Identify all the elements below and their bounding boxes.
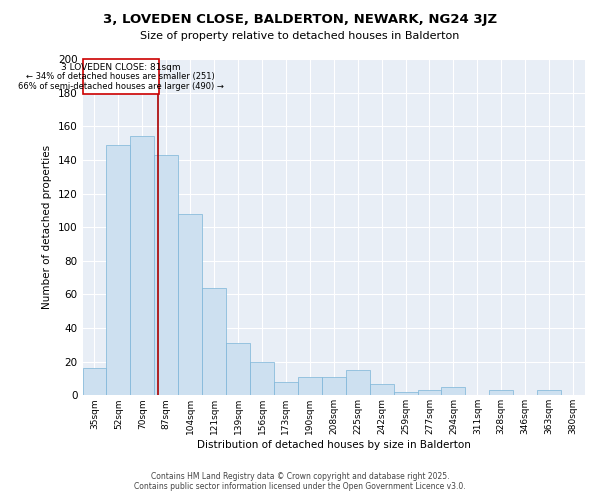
X-axis label: Distribution of detached houses by size in Balderton: Distribution of detached houses by size … bbox=[197, 440, 470, 450]
Y-axis label: Number of detached properties: Number of detached properties bbox=[43, 145, 52, 309]
Text: Contains HM Land Registry data © Crown copyright and database right 2025.
Contai: Contains HM Land Registry data © Crown c… bbox=[134, 472, 466, 491]
Bar bbox=[274, 382, 298, 396]
Bar bbox=[442, 387, 466, 396]
Text: 3, LOVEDEN CLOSE, BALDERTON, NEWARK, NG24 3JZ: 3, LOVEDEN CLOSE, BALDERTON, NEWARK, NG2… bbox=[103, 12, 497, 26]
Bar bbox=[154, 155, 178, 396]
Bar bbox=[370, 384, 394, 396]
Text: ← 34% of detached houses are smaller (251): ← 34% of detached houses are smaller (25… bbox=[26, 72, 215, 82]
Text: 3 LOVEDEN CLOSE: 81sqm: 3 LOVEDEN CLOSE: 81sqm bbox=[61, 63, 181, 72]
Bar bbox=[106, 145, 130, 396]
Bar bbox=[83, 368, 106, 396]
Bar bbox=[298, 377, 322, 396]
Bar bbox=[489, 390, 513, 396]
FancyBboxPatch shape bbox=[83, 59, 159, 94]
Text: Size of property relative to detached houses in Balderton: Size of property relative to detached ho… bbox=[140, 31, 460, 41]
Bar bbox=[394, 392, 418, 396]
Text: 66% of semi-detached houses are larger (490) →: 66% of semi-detached houses are larger (… bbox=[18, 82, 224, 90]
Bar bbox=[346, 370, 370, 396]
Bar bbox=[322, 377, 346, 396]
Bar bbox=[226, 343, 250, 396]
Bar bbox=[130, 136, 154, 396]
Bar bbox=[537, 390, 561, 396]
Bar bbox=[178, 214, 202, 396]
Bar bbox=[250, 362, 274, 396]
Bar bbox=[202, 288, 226, 396]
Bar bbox=[418, 390, 442, 396]
